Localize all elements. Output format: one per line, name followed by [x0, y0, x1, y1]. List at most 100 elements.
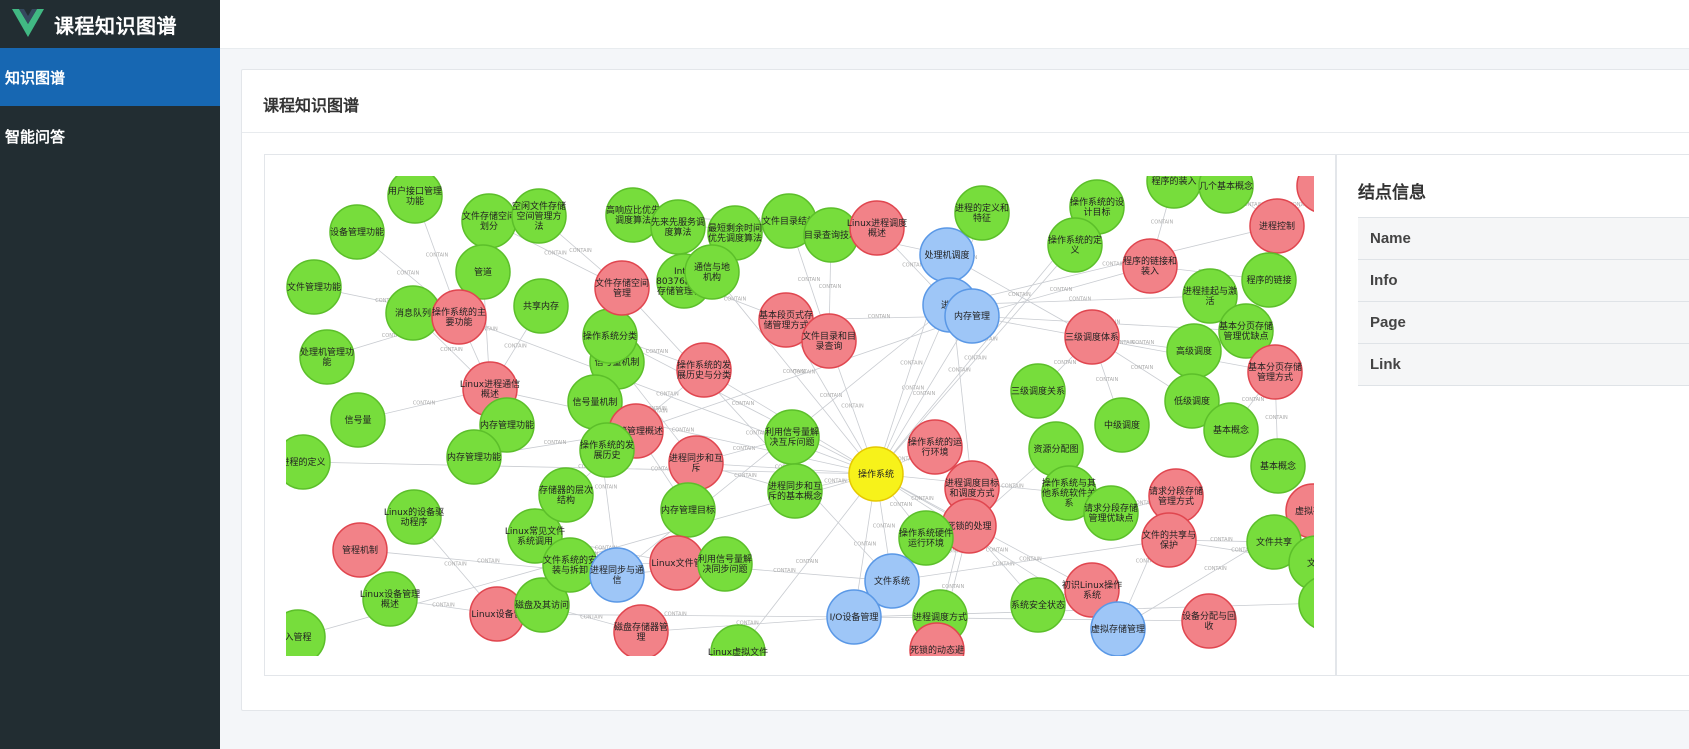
graph-node[interactable]: Linux设备管 — [469, 586, 525, 642]
graph-node[interactable]: 入管程 — [286, 609, 326, 656]
graph-node-circle[interactable] — [684, 244, 740, 300]
graph-node-circle[interactable] — [1182, 268, 1238, 324]
graph-node[interactable]: 操作系统分类 — [582, 308, 638, 364]
graph-node[interactable]: 操作系统 — [848, 446, 904, 502]
graph-node-circle[interactable] — [386, 489, 442, 545]
graph-node-circle[interactable] — [299, 329, 355, 385]
graph-node-circle[interactable] — [801, 313, 857, 369]
graph-node-circle[interactable] — [1094, 397, 1150, 453]
graph-node[interactable]: 目录查询技术 — [803, 207, 859, 263]
graph-node-circle[interactable] — [848, 446, 904, 502]
graph-node[interactable]: 内存管理目标 — [660, 482, 716, 538]
graph-node-circle[interactable] — [455, 244, 511, 300]
brand[interactable]: 课程知识图谱 — [0, 0, 220, 48]
graph-node-circle[interactable] — [944, 288, 1000, 344]
knowledge-graph-canvas[interactable]: CONTAINCONTAINCONTAINCONTAINCONTAINCONTA… — [286, 176, 1314, 656]
graph-node-circle[interactable] — [286, 259, 342, 315]
graph-node[interactable]: 资源分配图 — [1028, 421, 1084, 477]
graph-node-circle[interactable] — [511, 188, 567, 244]
graph-node[interactable]: 中级调度 — [1094, 397, 1150, 453]
graph-node-circle[interactable] — [362, 571, 418, 627]
graph-node[interactable]: 内存管理功能 — [446, 429, 502, 485]
graph-node[interactable]: I/O设备管理 — [826, 589, 882, 645]
graph-node[interactable]: 程序的链接 — [1241, 252, 1297, 308]
graph-node-circle[interactable] — [849, 200, 905, 256]
graph-node-circle[interactable] — [579, 422, 635, 478]
graph-node-circle[interactable] — [589, 547, 645, 603]
graph-node-circle[interactable] — [954, 185, 1010, 241]
graph-node-circle[interactable] — [431, 289, 487, 345]
graph-node[interactable]: 高级调度 — [1166, 323, 1222, 379]
graph-node[interactable]: 文件目录结构 — [761, 193, 817, 249]
graph-node-circle[interactable] — [676, 342, 732, 398]
graph-node-circle[interactable] — [1181, 593, 1237, 649]
graph-node[interactable]: 文件管理功能 — [286, 259, 342, 315]
graph-node[interactable]: 磁盘及其访问 — [514, 577, 570, 633]
graph-node[interactable]: 处理机调度 — [919, 227, 975, 283]
graph-node[interactable]: 虚拟存储管理 — [1090, 601, 1146, 656]
graph-node-circle[interactable] — [909, 622, 965, 656]
graph-node-circle[interactable] — [1090, 601, 1146, 656]
graph-node-circle[interactable] — [286, 609, 326, 656]
graph-node[interactable]: 设备管理功能 — [329, 204, 385, 260]
graph-node-circle[interactable] — [1064, 309, 1120, 365]
graph-node-circle[interactable] — [514, 577, 570, 633]
graph-node[interactable]: 三级调度关系 — [1010, 363, 1066, 419]
graph-node-circle[interactable] — [1218, 303, 1274, 359]
graph-node-circle[interactable] — [332, 522, 388, 578]
graph-node[interactable]: 文件共享 — [1246, 514, 1302, 570]
graph-node-circle[interactable] — [1247, 344, 1303, 400]
graph-node[interactable]: 基本概念 — [1203, 402, 1259, 458]
graph-node-circle[interactable] — [1241, 252, 1297, 308]
graph-node[interactable]: Linux文件管 — [649, 535, 705, 591]
graph-node-circle[interactable] — [387, 176, 443, 224]
graph-node[interactable]: 系统安全状态 — [1010, 577, 1066, 633]
graph-node[interactable]: 信号量机制 — [567, 374, 623, 430]
sidebar-item-knowledge-graph[interactable]: 知识图谱 — [0, 48, 220, 106]
graph-node-circle[interactable] — [660, 482, 716, 538]
graph-node-circle[interactable] — [446, 429, 502, 485]
sidebar-item-smart-qa[interactable]: 智能问答 — [0, 107, 220, 165]
graph-node-circle[interactable] — [1298, 576, 1314, 630]
graph-node[interactable]: 信号量 — [330, 392, 386, 448]
graph-node[interactable]: 死锁的动态避 — [909, 622, 965, 656]
graph-node-circle[interactable] — [1122, 238, 1178, 294]
graph-node[interactable]: 管程机制 — [332, 522, 388, 578]
graph-node-circle[interactable] — [1198, 176, 1254, 214]
graph-node-circle[interactable] — [898, 510, 954, 566]
graph-node-circle[interactable] — [1047, 217, 1103, 273]
graph-node-circle[interactable] — [907, 419, 963, 475]
graph-node-circle[interactable] — [1250, 438, 1306, 494]
graph-node[interactable]: 消息队列 — [385, 285, 441, 341]
graph-node[interactable]: 管道 — [455, 244, 511, 300]
graph-node-circle[interactable] — [594, 260, 650, 316]
graph-node-circle[interactable] — [1141, 512, 1197, 568]
